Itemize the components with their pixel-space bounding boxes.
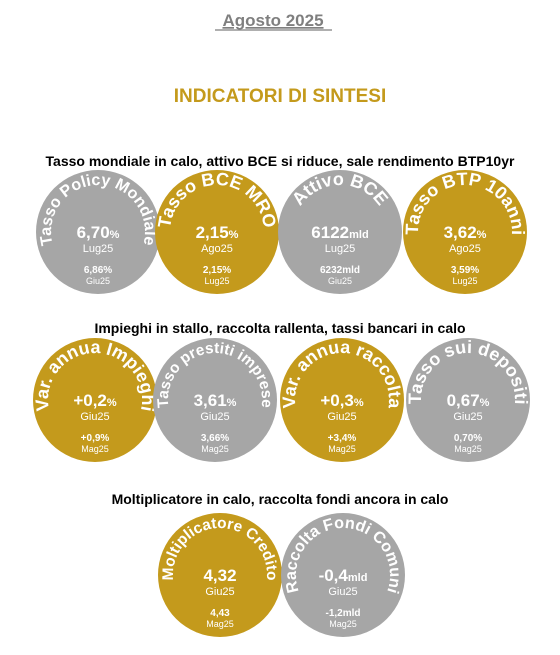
previous-value: +0,9% (81, 433, 110, 444)
indicator-badge: Tasso Policy Mondiale6,70%Lug256,86%Giu2… (36, 170, 160, 294)
main-value: 6122mld (311, 223, 368, 242)
previous-period: Mag25 (329, 619, 357, 629)
main-value: +0,3% (320, 391, 364, 410)
main-value: 3,61% (194, 391, 237, 410)
main-value: 4,32 (203, 566, 236, 585)
main-unit: % (229, 229, 239, 241)
previous-value: -1,2mld (325, 608, 360, 619)
main-unit: % (480, 397, 490, 409)
previous-value: 0,70% (454, 433, 482, 444)
main-number: 4,32 (203, 566, 236, 585)
period: Giu25 (453, 411, 482, 423)
main-unit: % (477, 229, 487, 241)
main-unit: mld (348, 572, 368, 584)
period: Lug25 (325, 243, 356, 255)
badge-circle (153, 338, 277, 462)
main-unit: % (227, 397, 237, 409)
period: Giu25 (80, 411, 109, 423)
previous-period: Mag25 (81, 444, 109, 454)
main-unit: mld (349, 229, 369, 241)
main-value: -0,4mld (319, 566, 368, 585)
previous-value: +3,4% (328, 433, 357, 444)
previous-value: 3,66% (201, 433, 229, 444)
period: Giu25 (205, 586, 234, 598)
badge-circle (403, 170, 527, 294)
main-number: +0,3 (320, 391, 354, 410)
main-number: 3,62 (444, 223, 477, 242)
main-value: 2,15% (196, 223, 239, 242)
badge-circle (36, 170, 160, 294)
main-number: -0,4 (319, 566, 349, 585)
indicator-badge: Tasso prestiti imprese3,61%Giu253,66%Mag… (153, 338, 277, 462)
previous-value: 6232mld (320, 265, 360, 276)
previous-value: 4,43 (210, 608, 230, 619)
section-heading: Tasso mondiale in calo, attivo BCE si ri… (46, 153, 515, 169)
badge-circle (406, 338, 530, 462)
section-heading: Impieghi in stallo, raccolta rallenta, t… (94, 320, 465, 336)
period: Lug25 (83, 243, 114, 255)
main-number: +0,2 (73, 391, 107, 410)
main-unit: % (354, 397, 364, 409)
period: Ago25 (449, 243, 481, 255)
badge-circle (280, 338, 404, 462)
previous-period: Lug25 (204, 276, 229, 286)
indicator-badge: Var. annua raccolta+0,3%Giu25+3,4%Mag25 (279, 337, 405, 462)
main-number: 3,61 (194, 391, 227, 410)
previous-period: Giu25 (86, 276, 110, 286)
main-unit: % (110, 229, 120, 241)
badge-circle (281, 513, 405, 637)
period: Giu25 (328, 586, 357, 598)
main-value: 6,70% (77, 223, 120, 242)
previous-period: Giu25 (328, 276, 352, 286)
main-number: 6122 (311, 223, 349, 242)
main-number: 6,70 (77, 223, 110, 242)
previous-period: Mag25 (328, 444, 356, 454)
section-heading: Moltiplicatore in calo, raccolta fondi a… (112, 491, 449, 507)
previous-value: 2,15% (203, 265, 231, 276)
page-title: Agosto 2025 (222, 11, 323, 30)
main-unit: % (107, 397, 117, 409)
badge-circle (155, 170, 279, 294)
main-value: 0,67% (447, 391, 490, 410)
previous-period: Mag25 (454, 444, 482, 454)
main-value: 3,62% (444, 223, 487, 242)
badge-circle (278, 170, 402, 294)
main-value: +0,2% (73, 391, 117, 410)
period: Ago25 (201, 243, 233, 255)
previous-value: 6,86% (84, 265, 112, 276)
badge-circle (33, 338, 157, 462)
period: Giu25 (200, 411, 229, 423)
previous-period: Mag25 (206, 619, 234, 629)
previous-period: Lug25 (452, 276, 477, 286)
previous-value: 3,59% (451, 265, 479, 276)
indicator-badge: Var. annua Impieghi+0,2%Giu25+0,9%Mag25 (32, 337, 158, 462)
indicator-badge: Raccolta Fondi Comuni-0,4mldGiu25-1,2mld… (281, 513, 405, 637)
subtitle: INDICATORI DI SINTESI (174, 86, 387, 107)
main-number: 2,15 (196, 223, 229, 242)
previous-period: Mag25 (201, 444, 229, 454)
main-number: 0,67 (447, 391, 480, 410)
period: Giu25 (327, 411, 356, 423)
badge-circle (158, 513, 282, 637)
